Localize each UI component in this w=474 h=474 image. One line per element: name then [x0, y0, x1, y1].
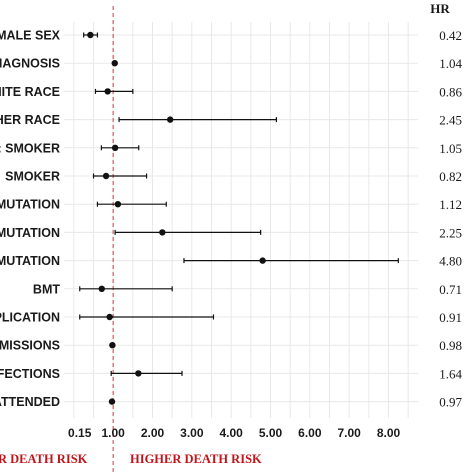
- row-label: HER RACE: [0, 113, 60, 127]
- row-label: : SMOKER: [0, 141, 60, 155]
- hr-point: [111, 60, 118, 67]
- row-label: BMT: [33, 282, 60, 296]
- hr-value: 2.25: [439, 225, 462, 240]
- x-tick-label: 4.00: [219, 426, 243, 440]
- row-label: ATTENDED: [0, 395, 60, 409]
- hr-value: 0.98: [439, 338, 462, 353]
- hr-point: [259, 257, 266, 264]
- row-label: PLICATION: [0, 311, 60, 325]
- hr-value: 0.97: [439, 395, 462, 410]
- row-label: MUTATION: [0, 254, 60, 268]
- hr-point: [98, 285, 105, 292]
- hr-point: [87, 31, 94, 39]
- row-label: HITE RACE: [0, 85, 60, 99]
- x-tick-label: 3.00: [180, 426, 204, 440]
- x-axis-ticks: 0.15 1.00 2.00 3.00 4.00 5.00 6.00 7.00 8.00: [68, 426, 400, 440]
- row-label: SMOKER: [5, 170, 60, 184]
- x-tick-label: 5.00: [259, 426, 283, 440]
- x-tick-label: 2.00: [141, 426, 165, 440]
- hr-point: [108, 398, 116, 405]
- hr-value: 0.86: [439, 84, 462, 99]
- row-label: FECTIONS: [0, 367, 60, 381]
- grid-layer: [64, 22, 418, 418]
- hr-value: 0.82: [439, 169, 462, 184]
- hr-value: 0.42: [439, 28, 462, 43]
- x-tick-label: 8.00: [377, 426, 401, 440]
- hr-value: 1.12: [439, 197, 462, 212]
- hr-value: 0.91: [439, 310, 462, 325]
- hr-values: 0.42 1.04 0.86 2.45 1.05 0.82 1.12 2.25 4.80 0.71…: [439, 28, 462, 410]
- hr-value: 2.45: [439, 113, 462, 128]
- hr-point: [106, 313, 113, 321]
- row-label: MUTATION: [0, 198, 60, 212]
- hr-point: [102, 172, 110, 180]
- x-tick-label: 1.00: [101, 426, 125, 440]
- hr-point: [135, 370, 142, 377]
- point-estimates: [87, 31, 266, 405]
- row-label: MALE SEX: [0, 29, 61, 43]
- row-labels: MALE SEX IAGNOSIS HITE RACE HER RACE : SMOKE…: [0, 29, 61, 410]
- hr-point: [109, 342, 116, 349]
- higher-death-risk-label: HIGHER DEATH RISK: [130, 452, 262, 466]
- hr-value: 4.80: [439, 254, 462, 269]
- hr-value: 1.05: [439, 141, 462, 156]
- row-label: MUTATION: [0, 226, 60, 240]
- lower-death-risk-label: R DEATH RISK: [0, 452, 88, 466]
- hr-point: [159, 229, 166, 236]
- hr-point: [114, 201, 122, 208]
- x-tick-label: 0.15: [68, 426, 92, 440]
- hr-column-header: HR: [430, 1, 450, 16]
- x-tick-label: 6.00: [298, 426, 322, 440]
- confidence-intervals: [79, 32, 399, 376]
- x-tick-label: 7.00: [337, 426, 361, 440]
- hr-point: [104, 88, 111, 95]
- hr-value: 1.04: [439, 56, 462, 71]
- hr-point: [111, 144, 119, 151]
- hr-value: 0.71: [439, 282, 462, 297]
- row-label: IAGNOSIS: [0, 57, 60, 71]
- hr-value: 1.64: [439, 366, 462, 381]
- hr-point: [167, 116, 174, 123]
- row-label: MISSIONS: [0, 339, 60, 353]
